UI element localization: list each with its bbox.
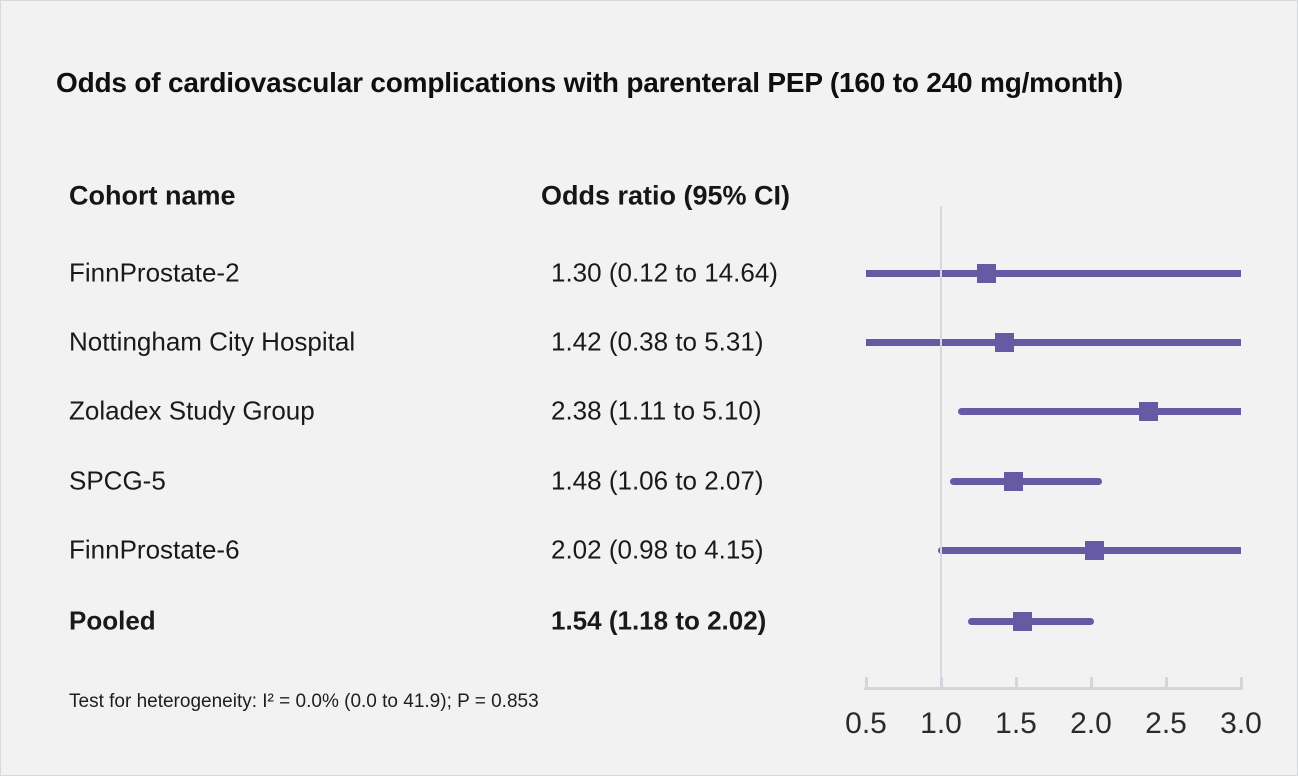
odds-ratio-value: 1.48 (1.06 to 2.07) <box>551 465 764 496</box>
odds-ratio-value: 1.54 (1.18 to 2.02) <box>551 605 767 636</box>
point-estimate-marker <box>1138 401 1158 421</box>
point-estimate-marker <box>1084 540 1104 560</box>
cohort-name: FinnProstate-6 <box>69 534 240 565</box>
odds-ratio-value: 2.38 (1.11 to 5.10) <box>551 395 762 426</box>
cohort-name: Pooled <box>69 605 156 636</box>
odds-ratio-value: 1.42 (0.38 to 5.31) <box>551 326 764 357</box>
point-estimate-marker <box>1003 471 1023 491</box>
x-axis-tick-label: 0.5 <box>845 707 887 740</box>
column-header-cohort: Cohort name <box>69 180 236 211</box>
point-estimate-marker <box>994 332 1014 352</box>
x-axis-tick <box>864 677 868 687</box>
x-axis-tick <box>1014 677 1018 687</box>
confidence-interval-line <box>957 407 1241 415</box>
heterogeneity-footnote: Test for heterogeneity: I² = 0.0% (0.0 t… <box>69 691 539 712</box>
point-estimate-marker <box>1012 611 1032 631</box>
x-axis-tick-label: 1.5 <box>995 707 1037 740</box>
x-axis-tick <box>939 677 943 687</box>
x-axis-tick <box>1164 677 1168 687</box>
confidence-interval-line <box>866 338 1241 346</box>
odds-ratio-value: 2.02 (0.98 to 4.15) <box>551 534 764 565</box>
x-axis-tick <box>1089 677 1093 687</box>
x-axis-tick-label: 2.0 <box>1070 707 1112 740</box>
column-header-odds-ratio: Odds ratio (95% CI) <box>541 180 791 211</box>
x-axis-tick-label: 1.0 <box>920 707 962 740</box>
confidence-interval-line <box>866 269 1241 277</box>
cohort-name: Zoladex Study Group <box>69 395 315 426</box>
chart-title: Odds of cardiovascular complications wit… <box>56 67 1123 98</box>
x-axis-tick-label: 3.0 <box>1220 707 1262 740</box>
reference-line-or-1 <box>940 206 942 689</box>
x-axis-tick-label: 2.5 <box>1145 707 1187 740</box>
x-axis-line <box>864 687 1243 690</box>
point-estimate-marker <box>976 263 996 283</box>
x-axis-tick <box>1239 677 1243 687</box>
cohort-name: FinnProstate-2 <box>69 257 240 288</box>
confidence-interval-line <box>950 477 1102 485</box>
odds-ratio-value: 1.30 (0.12 to 14.64) <box>551 257 778 288</box>
cohort-name: Nottingham City Hospital <box>69 326 356 357</box>
cohort-name: SPCG-5 <box>69 465 166 496</box>
